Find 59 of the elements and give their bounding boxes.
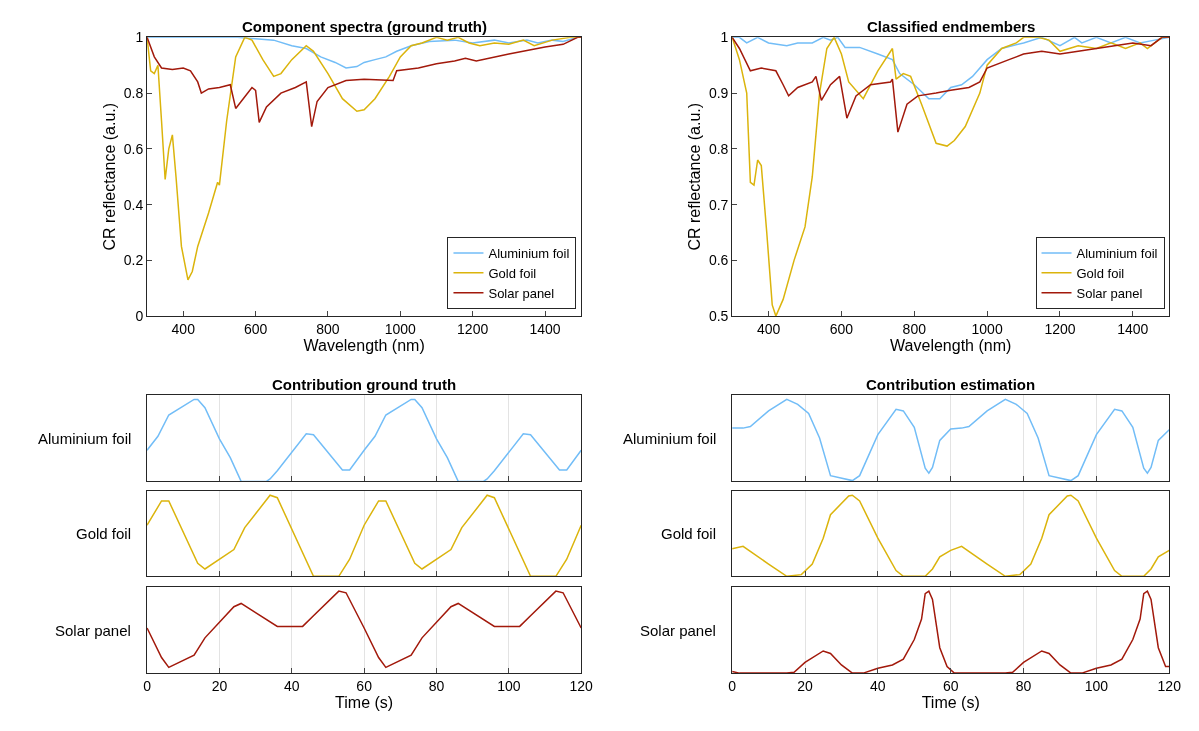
y-axis-title: CR reflectance (a.u.) xyxy=(100,102,118,251)
x-tick-label: 120 xyxy=(569,677,594,694)
legend-label: Gold foil xyxy=(488,265,537,281)
x-tick-label: 1400 xyxy=(529,320,561,337)
x-tick-label: 40 xyxy=(283,677,300,694)
y-axis-title: Gold foil xyxy=(76,525,132,542)
y-tick-label: 1 xyxy=(135,29,144,46)
x-tick-label: 400 xyxy=(171,320,196,337)
y-axis-title: Aluminium foil xyxy=(623,430,717,447)
x-tick-label: 100 xyxy=(497,677,521,694)
y-tick-label: 0.9 xyxy=(708,84,729,101)
y-tick-label: 0.8 xyxy=(708,140,729,157)
x-tick-label: 80 xyxy=(428,677,445,694)
x-tick-label: 20 xyxy=(797,677,813,694)
chart-title: Contribution ground truth xyxy=(272,376,457,393)
x-tick-label: 600 xyxy=(243,320,268,337)
y-tick-label: 0.5 xyxy=(708,308,729,324)
y-axis-title: Gold foil xyxy=(661,525,717,542)
x-tick-label: 1000 xyxy=(384,320,417,337)
x-tick-label: 40 xyxy=(870,677,886,694)
x-tick-label: 1200 xyxy=(1044,320,1076,337)
x-axis-title: Wavelength (nm) xyxy=(303,336,425,354)
chart-title: Component spectra (ground truth) xyxy=(242,18,487,35)
line-series xyxy=(732,37,1170,317)
y-tick-label: 0.7 xyxy=(708,196,729,213)
legend-label: Solar panel xyxy=(1076,285,1143,301)
x-tick-label: 120 xyxy=(1157,677,1182,694)
y-axis-title: CR reflectance (a.u.) xyxy=(685,102,703,251)
y-tick-label: 1 xyxy=(720,29,729,46)
x-axis-title: Time (s) xyxy=(335,693,394,711)
y-tick-label: 0.6 xyxy=(708,252,729,269)
y-tick-label: 0.8 xyxy=(123,84,144,101)
x-tick-label: 600 xyxy=(829,320,854,337)
y-axis-title: Solar panel xyxy=(640,622,716,639)
x-tick-label: 400 xyxy=(756,320,781,337)
x-tick-label: 100 xyxy=(1084,677,1109,694)
x-tick-label: 60 xyxy=(356,677,373,694)
x-tick-label: 60 xyxy=(942,677,959,694)
chart-title: Classified endmembers xyxy=(867,18,1036,35)
legend-label: Aluminium foil xyxy=(1076,245,1158,261)
y-tick-label: 0.6 xyxy=(123,140,144,157)
x-tick-label: 80 xyxy=(1015,677,1032,694)
x-axis-title: Wavelength (nm) xyxy=(890,336,1012,354)
legend-label: Aluminium foil xyxy=(488,245,570,261)
legend-label: Solar panel xyxy=(488,285,555,301)
x-tick-label: 1400 xyxy=(1117,320,1149,337)
y-tick-label: 0.2 xyxy=(123,252,144,269)
y-axis-title: Aluminium foil xyxy=(38,430,132,447)
y-axis-title: Solar panel xyxy=(55,622,131,639)
y-tick-label: 0 xyxy=(135,308,144,324)
x-tick-label: 800 xyxy=(316,320,340,337)
chart-title: Contribution estimation xyxy=(866,376,1036,393)
x-tick-label: 20 xyxy=(211,677,228,694)
x-axis-title: Time (s) xyxy=(921,693,980,711)
y-tick-label: 0.4 xyxy=(123,196,144,213)
x-tick-label: 1000 xyxy=(971,320,1003,337)
x-tick-label: 1200 xyxy=(457,320,489,337)
legend-label: Gold foil xyxy=(1076,265,1125,281)
x-tick-label: 800 xyxy=(902,320,927,337)
